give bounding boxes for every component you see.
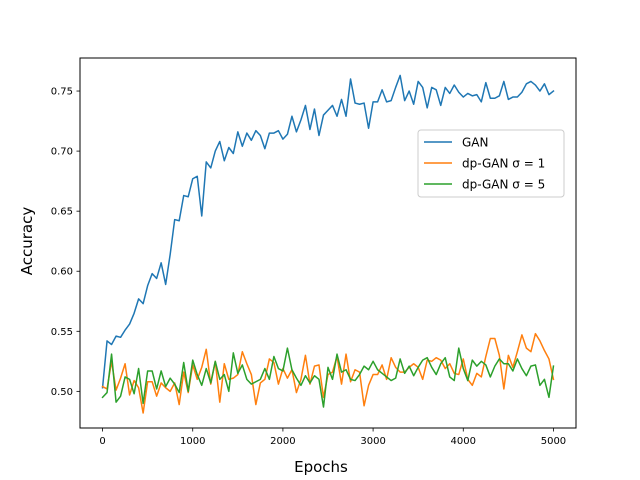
y-axis-ticks: 0.50 0.55 0.60 0.65 0.70 0.75: [51, 87, 80, 398]
series-line-3: [101, 347, 555, 408]
series-layer: [101, 74, 555, 414]
x-axis-title: Epochs: [294, 458, 348, 476]
legend-label-1: GAN: [462, 136, 488, 150]
plot-frame: [79, 57, 577, 429]
x-tick-label: 5000: [541, 436, 566, 447]
x-axis-ticks: 0 1000 2000 3000 4000 5000: [99, 428, 566, 447]
series-line-1: [101, 74, 555, 389]
y-axis-title: Accuracy: [18, 207, 36, 276]
x-tick-label: 3000: [360, 436, 385, 447]
y-tick-label: 0.65: [51, 207, 73, 218]
y-tick-label: 0.55: [51, 327, 73, 338]
x-tick-label: 4000: [451, 436, 476, 447]
legend: GAN dp-GAN σ = 1 dp-GAN σ = 5: [417, 129, 565, 198]
legend-label-3: dp-GAN σ = 5: [462, 178, 545, 192]
y-tick-label: 0.70: [51, 147, 73, 158]
legend-box: [417, 129, 565, 198]
plot-background: [80, 58, 576, 428]
axes-frame: [79, 57, 577, 429]
x-tick-label: 1000: [180, 436, 205, 447]
x-tick-label: 2000: [270, 436, 295, 447]
series-line-2: [101, 332, 555, 414]
x-tick-label: 0: [99, 436, 105, 447]
y-tick-label: 0.60: [51, 267, 73, 278]
legend-label-2: dp-GAN σ = 1: [462, 157, 545, 171]
y-tick-label: 0.75: [51, 87, 73, 98]
y-tick-label: 0.50: [51, 387, 73, 398]
